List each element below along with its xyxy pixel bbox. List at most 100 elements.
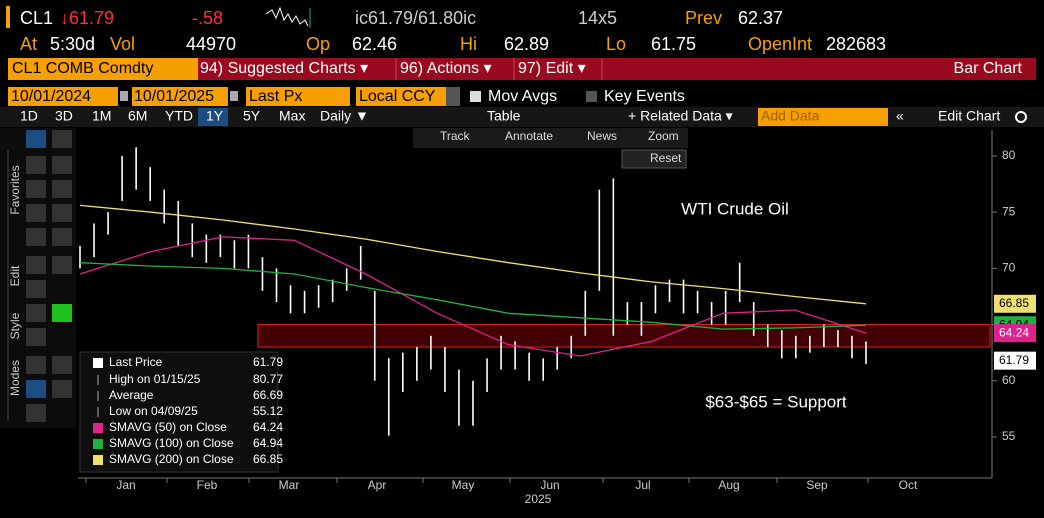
side-label[interactable]: Modes bbox=[8, 360, 22, 396]
chart-tool[interactable]: Zoom bbox=[648, 129, 679, 143]
at-label: At bbox=[20, 34, 37, 54]
y-tick-label: 75 bbox=[1002, 204, 1016, 218]
security-box[interactable] bbox=[8, 58, 198, 80]
key-events-checkbox[interactable] bbox=[586, 91, 597, 102]
add-data[interactable]: Add Data bbox=[761, 108, 820, 124]
chart-title: WTI Crude Oil bbox=[681, 199, 789, 218]
calendar-icon[interactable] bbox=[120, 91, 128, 101]
tool[interactable] bbox=[52, 380, 72, 398]
legend-value: 64.94 bbox=[253, 436, 283, 450]
tool[interactable] bbox=[26, 280, 46, 298]
x-tick-label: Sep bbox=[806, 478, 828, 492]
table[interactable]: Table bbox=[487, 108, 521, 124]
tool-panel bbox=[0, 128, 76, 428]
tool[interactable] bbox=[52, 356, 72, 374]
settings-icon[interactable] bbox=[1015, 111, 1027, 123]
key-events[interactable]: Key Events bbox=[604, 88, 685, 105]
start-date[interactable]: 10/01/2024 bbox=[11, 88, 91, 105]
value-tag-label: 66.85 bbox=[999, 296, 1029, 310]
frequency[interactable]: Daily ▼ bbox=[320, 108, 369, 124]
period-button[interactable]: Max bbox=[279, 108, 305, 124]
legend-box bbox=[79, 351, 279, 473]
chart-tool[interactable]: News bbox=[587, 129, 617, 143]
tool-icons[interactable] bbox=[26, 130, 72, 422]
currency-box[interactable] bbox=[356, 87, 446, 106]
tool[interactable] bbox=[26, 356, 46, 374]
tool[interactable] bbox=[52, 304, 72, 322]
chart-tool[interactable]: Track bbox=[440, 129, 471, 143]
x-tick-label: Jul bbox=[635, 478, 650, 492]
end-date[interactable]: 10/01/2025 bbox=[134, 88, 214, 105]
security[interactable]: CL1 COMB Comdty bbox=[12, 60, 153, 77]
tool[interactable] bbox=[26, 228, 46, 246]
prev: 62.37 bbox=[738, 8, 783, 28]
menu-actions[interactable]: 96) Actions ▾ bbox=[400, 60, 492, 77]
x-tick-label: Mar bbox=[279, 478, 300, 492]
ticker-marker bbox=[6, 6, 10, 28]
period-button[interactable]: 1Y bbox=[206, 108, 224, 124]
tool[interactable] bbox=[26, 180, 46, 198]
field[interactable]: Last Px bbox=[249, 88, 302, 105]
add-data-box[interactable] bbox=[758, 108, 888, 126]
calendar-icon[interactable] bbox=[230, 91, 238, 101]
legend-swatch bbox=[93, 358, 103, 368]
bid-ask: ic61.79/61.80ic bbox=[355, 8, 476, 28]
tool[interactable] bbox=[26, 404, 46, 422]
period-button[interactable]: YTD bbox=[165, 108, 193, 124]
x-tick-label: May bbox=[452, 478, 475, 492]
chart-tools bbox=[413, 128, 688, 148]
tool[interactable] bbox=[52, 204, 72, 222]
value-tag bbox=[994, 351, 1036, 370]
support-band bbox=[257, 324, 991, 348]
moving-average bbox=[79, 204, 867, 305]
currency[interactable]: Local CCY bbox=[359, 88, 436, 105]
vol: 44970 bbox=[186, 34, 236, 54]
legend-value: 80.77 bbox=[253, 372, 283, 386]
side-label[interactable]: Favorites bbox=[8, 165, 22, 214]
chart-tool[interactable]: Annotate bbox=[505, 129, 553, 143]
tool[interactable] bbox=[26, 156, 46, 174]
vol-label: Vol bbox=[110, 34, 135, 54]
menu-bar bbox=[198, 58, 1036, 80]
tool[interactable] bbox=[26, 380, 46, 398]
tool[interactable] bbox=[52, 156, 72, 174]
mov-avgs[interactable]: Mov Avgs bbox=[488, 88, 557, 105]
y-tick-label: 55 bbox=[1002, 429, 1016, 443]
start-field[interactable] bbox=[8, 87, 118, 106]
tool[interactable] bbox=[52, 228, 72, 246]
reset-box[interactable] bbox=[621, 149, 687, 169]
x-axis-label: 2025 bbox=[525, 492, 552, 506]
period-button[interactable]: 1M bbox=[92, 108, 111, 124]
end-field[interactable] bbox=[132, 87, 228, 106]
period-button[interactable]: 3D bbox=[55, 108, 73, 124]
related-data[interactable]: + Related Data ▾ bbox=[628, 108, 733, 124]
currency-dropdown[interactable] bbox=[446, 87, 460, 106]
value-tag bbox=[994, 324, 1036, 343]
period-button[interactable]: 1D bbox=[20, 108, 38, 124]
side-label[interactable]: Style bbox=[8, 312, 22, 339]
tool[interactable] bbox=[52, 180, 72, 198]
legend-label: SMAVG (50) on Close bbox=[109, 420, 227, 434]
x-tick-label: Feb bbox=[197, 478, 218, 492]
tool[interactable] bbox=[26, 204, 46, 222]
tool[interactable] bbox=[26, 130, 46, 148]
menu-suggested[interactable]: 94) Suggested Charts ▾ bbox=[200, 60, 368, 77]
prev-label: Prev bbox=[685, 8, 722, 28]
collapse-icon[interactable]: « bbox=[896, 108, 904, 124]
tool[interactable] bbox=[26, 256, 46, 274]
tool[interactable] bbox=[52, 130, 72, 148]
tool[interactable] bbox=[52, 256, 72, 274]
field-box[interactable] bbox=[246, 87, 350, 106]
side-label[interactable]: Edit bbox=[8, 265, 22, 286]
edit-chart[interactable]: Edit Chart bbox=[938, 108, 1000, 124]
mov-avgs-checkbox[interactable] bbox=[470, 91, 481, 102]
period-button[interactable]: 5Y bbox=[243, 108, 261, 124]
period-button[interactable]: 6M bbox=[128, 108, 147, 124]
chart-tool[interactable]: Reset bbox=[650, 151, 682, 165]
tool[interactable] bbox=[26, 328, 46, 346]
last-price: ↓61.79 bbox=[60, 8, 114, 28]
menu-edit[interactable]: 97) Edit ▾ bbox=[518, 60, 586, 77]
legend-label: SMAVG (100) on Close bbox=[109, 436, 234, 450]
tool[interactable] bbox=[26, 304, 46, 322]
legend-value: 66.85 bbox=[253, 452, 283, 466]
